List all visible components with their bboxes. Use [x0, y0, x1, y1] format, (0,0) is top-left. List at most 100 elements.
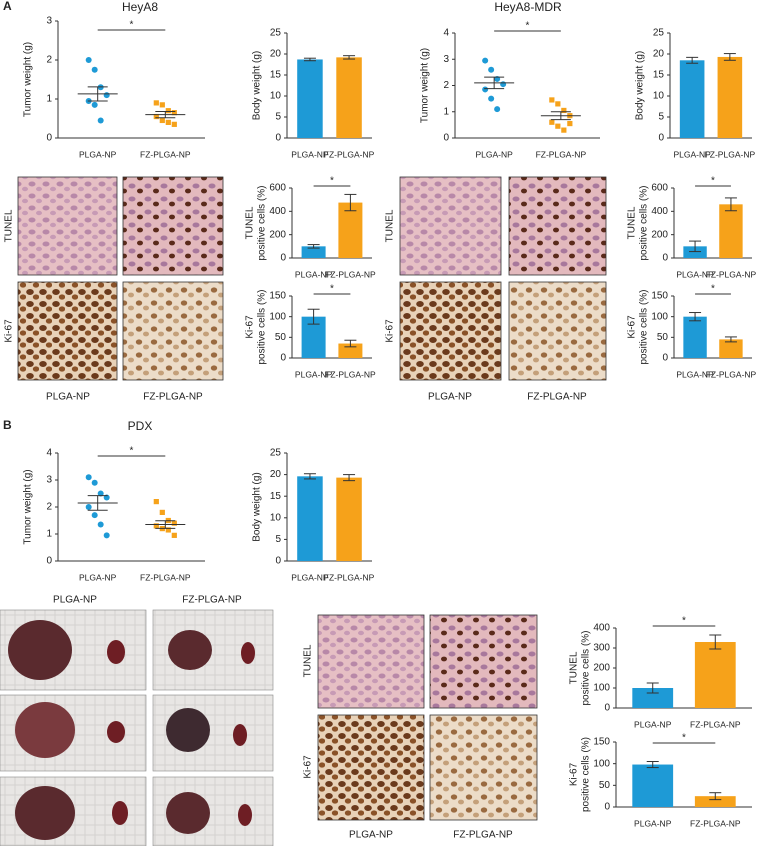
point: [500, 81, 507, 88]
y-tick-label: 15: [653, 70, 665, 81]
y-axis-label: Tumor weight (g): [420, 48, 431, 123]
y-tick-label: 15: [270, 70, 282, 81]
x-tick-label: FZ-PLGA-NP: [324, 572, 375, 582]
bar: [632, 764, 674, 807]
y-tick-label: 300: [593, 643, 610, 654]
bar: [336, 477, 362, 561]
organ: [112, 801, 128, 825]
bar: [338, 202, 363, 258]
point: [561, 107, 567, 114]
significance-label: *: [682, 616, 686, 627]
y-tick-label: 0: [46, 133, 52, 144]
bar: [683, 246, 707, 258]
y-tick-label: 1: [443, 106, 449, 117]
bar: [717, 56, 743, 138]
significance-label: *: [130, 20, 134, 31]
y-tick-label: 3: [443, 54, 449, 65]
y-tick-label: 150: [593, 737, 610, 748]
point: [549, 97, 555, 103]
y-axis-label: TUNEL: [569, 651, 580, 684]
image: [508, 176, 607, 276]
point: [159, 117, 165, 124]
y-tick-label: 400: [651, 206, 668, 217]
y-tick-label: 2: [46, 55, 52, 66]
y-tick-label: 600: [651, 183, 668, 194]
significance-label: *: [711, 284, 715, 295]
organ: [107, 721, 125, 743]
point: [171, 532, 177, 538]
y-axis-label: positive cells (%): [581, 737, 592, 812]
bar: [683, 316, 707, 358]
x-tick-label: FZ-PLGA-NP: [706, 269, 757, 279]
point: [153, 113, 159, 120]
image: [399, 176, 502, 276]
point: [91, 101, 98, 108]
bar: [694, 796, 736, 807]
y-tick-label: 100: [593, 683, 610, 694]
group-label: FZ-PLGA-NP: [527, 392, 587, 403]
y-axis-label: Tumor weight (g): [23, 42, 34, 117]
y-tick-label: 150: [651, 291, 668, 302]
bar: [297, 59, 323, 138]
image: [317, 614, 425, 709]
y-axis-label: positive cells (%): [639, 185, 650, 260]
bar: [632, 688, 674, 708]
tumor: [15, 786, 75, 840]
y-axis-label: Tumor weight (g): [23, 469, 34, 544]
x-tick-label: PLGA-NP: [291, 149, 329, 159]
point: [165, 108, 171, 114]
y-tick-label: 400: [593, 623, 610, 634]
image: [429, 714, 538, 821]
y-tick-label: 5: [275, 112, 281, 123]
y-axis-label: positive cells (%): [639, 289, 650, 364]
y-tick-label: 150: [269, 291, 286, 302]
point: [97, 117, 104, 124]
organ: [233, 724, 247, 746]
y-tick-label: 0: [604, 802, 610, 813]
group-label: PLGA-NP: [53, 595, 97, 606]
point: [97, 490, 104, 497]
y-tick-label: 3: [46, 16, 52, 27]
y-axis-label: Ki-67: [245, 315, 256, 339]
y-tick-label: 100: [269, 311, 286, 322]
x-tick-label: PLGA-NP: [295, 269, 333, 279]
point: [165, 119, 171, 125]
y-axis-label: TUNEL: [627, 206, 638, 239]
group-label: FZ-PLGA-NP: [453, 830, 513, 841]
point: [561, 127, 567, 133]
stain-label: TUNEL: [385, 209, 396, 242]
stain-label: Ki-67: [303, 755, 314, 779]
point: [91, 479, 98, 486]
y-tick-label: 100: [651, 311, 668, 322]
y-tick-label: 5: [275, 534, 281, 545]
x-tick-label: PLGA-NP: [676, 269, 714, 279]
y-tick-label: 0: [604, 703, 610, 714]
tumor: [168, 630, 212, 670]
bar: [336, 57, 362, 138]
group-label: PLGA-NP: [349, 830, 393, 841]
x-tick-label: FZ-PLGA-NP: [325, 269, 376, 279]
y-tick-label: 25: [270, 28, 282, 39]
y-tick-label: 100: [593, 758, 610, 769]
y-tick-label: 20: [270, 469, 282, 480]
panel-title: HeyA8: [122, 0, 158, 14]
bar: [694, 642, 736, 708]
y-tick-label: 0: [275, 556, 281, 567]
point: [488, 95, 495, 102]
y-tick-label: 50: [599, 780, 611, 791]
point: [153, 523, 159, 529]
tumor: [8, 620, 72, 680]
x-tick-label: PLGA-NP: [295, 369, 333, 379]
y-tick-label: 10: [270, 91, 282, 102]
point: [103, 92, 110, 99]
x-tick-label: FZ-PLGA-NP: [325, 369, 376, 379]
point: [165, 527, 171, 533]
organ: [107, 640, 125, 664]
x-tick-label: PLGA-NP: [291, 572, 329, 582]
y-axis-label: positive cells (%): [581, 630, 592, 705]
bar: [301, 246, 326, 258]
image: [317, 714, 425, 821]
point: [171, 110, 177, 116]
y-axis-label: Body weight (g): [252, 472, 263, 541]
